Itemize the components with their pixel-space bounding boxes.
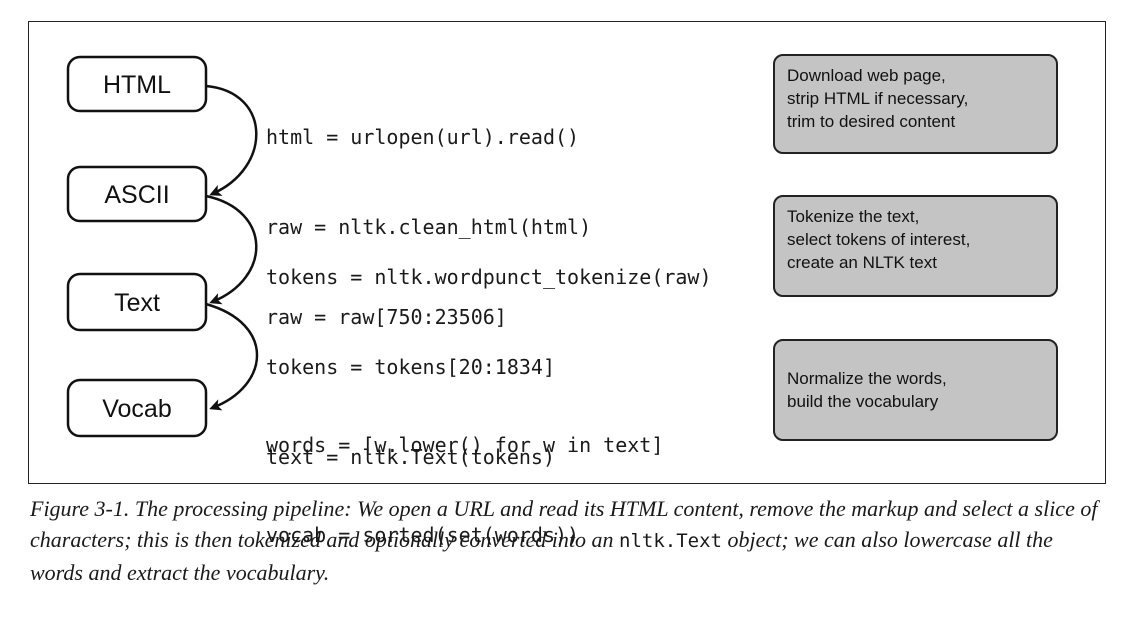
caption-text: Figure 3-1. The processing pipeline: We … (30, 496, 1098, 552)
arrow-ascii-to-text (205, 194, 258, 305)
code-line: tokens = nltk.wordpunct_tokenize(raw) (266, 265, 712, 289)
note-line: Tokenize the text, (787, 207, 920, 226)
note-line: Normalize the words, (787, 369, 947, 388)
arrow-html-to-ascii (205, 84, 258, 196)
figure-caption: Figure 3-1. The processing pipeline: We … (30, 493, 1110, 588)
code-line: tokens = tokens[20:1834] (266, 355, 555, 379)
stage-node-ascii: ASCII (66, 165, 208, 223)
code-line: words = [w.lower() for w in text] (266, 433, 664, 457)
note-line: strip HTML if necessary, (787, 89, 969, 108)
note-line: create an NLTK text (787, 253, 937, 272)
stage-label-html: HTML (103, 71, 171, 99)
code-block-normalize: words = [w.lower() for w in text] vocab … (266, 370, 663, 580)
code-line: text = nltk.Text(tokens) (266, 445, 555, 469)
stage-node-vocab: Vocab (66, 378, 208, 438)
code-block-download: html = urlopen(url).read() raw = nltk.cl… (266, 62, 591, 362)
code-line: raw = raw[750:23506] (266, 305, 507, 329)
caption-text-end: object; we can also lowercase all the wo… (30, 527, 1053, 585)
note-line: build the vocabulary (787, 392, 939, 411)
note-line: Download web page, (787, 66, 946, 85)
note-tokenize: Tokenize the text, select tokens of inte… (773, 195, 1058, 297)
stage-node-text: Text (66, 272, 208, 332)
stage-node-html: HTML (66, 55, 208, 113)
code-line: vocab = sorted(set(words)) (266, 523, 580, 547)
note-download: Download web page, strip HTML if necessa… (773, 54, 1058, 154)
note-normalize: Normalize the words, build the vocabular… (773, 339, 1058, 441)
caption-code: nltk.Text (619, 530, 722, 552)
code-line: raw = nltk.clean_html(html) (266, 215, 592, 239)
stage-label-vocab: Vocab (102, 395, 172, 423)
note-line: trim to desired content (787, 112, 956, 131)
arrow-text-to-vocab (205, 302, 259, 411)
code-block-tokenize: tokens = nltk.wordpunct_tokenize(raw) to… (266, 202, 712, 502)
stage-label-ascii: ASCII (104, 181, 169, 209)
code-line: html = urlopen(url).read() (266, 125, 580, 149)
note-line: select tokens of interest, (787, 230, 971, 249)
stage-label-text: Text (114, 289, 160, 317)
